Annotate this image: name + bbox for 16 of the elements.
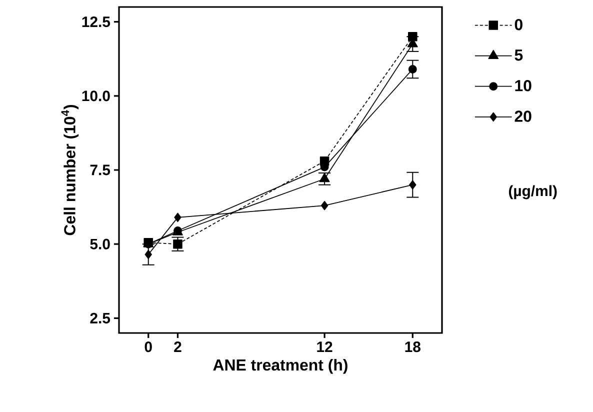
legend-label: 20 (514, 110, 532, 122)
y-tick-label: 7.5 (90, 164, 110, 176)
y-tick-label: 2.5 (90, 312, 110, 324)
legend-title: (µg/ml) (508, 185, 557, 200)
x-tick-label: 12 (317, 342, 332, 352)
y-tick-label: 12.5 (82, 16, 110, 28)
x-tick-label: 0 (144, 342, 152, 352)
x-tick-label: 2 (174, 342, 182, 352)
x-tick-label: 18 (405, 342, 420, 352)
y-axis-title: Cell number (10$^{4}$) (61, 104, 79, 236)
legend-label: 5 (514, 50, 523, 61)
y-tick-label: 10.0 (82, 90, 110, 102)
x-axis-title: ANE treatment (h) (213, 358, 348, 374)
legend-label: 10 (515, 80, 532, 92)
legend-label: 0 (514, 18, 522, 30)
y-tick-label: 5.0 (90, 238, 110, 250)
